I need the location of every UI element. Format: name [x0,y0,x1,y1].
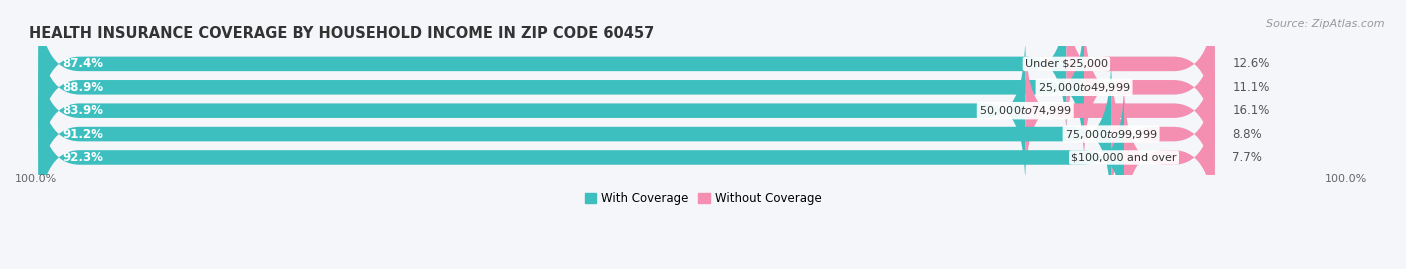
FancyBboxPatch shape [38,83,1215,232]
Text: 92.3%: 92.3% [62,151,103,164]
Text: 100.0%: 100.0% [1326,174,1368,184]
FancyBboxPatch shape [1111,59,1215,209]
FancyBboxPatch shape [38,0,1066,139]
FancyBboxPatch shape [1066,0,1215,139]
FancyBboxPatch shape [38,0,1215,139]
Text: 16.1%: 16.1% [1232,104,1270,117]
Text: 7.7%: 7.7% [1232,151,1263,164]
Text: HEALTH INSURANCE COVERAGE BY HOUSEHOLD INCOME IN ZIP CODE 60457: HEALTH INSURANCE COVERAGE BY HOUSEHOLD I… [28,26,654,41]
FancyBboxPatch shape [38,13,1084,162]
Text: $50,000 to $74,999: $50,000 to $74,999 [979,104,1071,117]
Text: Under $25,000: Under $25,000 [1025,59,1108,69]
Text: Source: ZipAtlas.com: Source: ZipAtlas.com [1267,19,1385,29]
Text: 83.9%: 83.9% [62,104,103,117]
FancyBboxPatch shape [1025,36,1215,185]
Legend: With Coverage, Without Coverage: With Coverage, Without Coverage [585,192,821,205]
Text: 87.4%: 87.4% [62,57,103,70]
Text: $100,000 and over: $100,000 and over [1071,153,1177,162]
FancyBboxPatch shape [38,59,1215,209]
FancyBboxPatch shape [1123,83,1215,232]
Text: 12.6%: 12.6% [1232,57,1270,70]
FancyBboxPatch shape [38,59,1111,209]
Text: 11.1%: 11.1% [1232,81,1270,94]
Text: $75,000 to $99,999: $75,000 to $99,999 [1064,128,1157,141]
FancyBboxPatch shape [38,13,1215,162]
FancyBboxPatch shape [38,36,1025,185]
FancyBboxPatch shape [38,83,1123,232]
Text: 8.8%: 8.8% [1232,128,1261,141]
Text: 100.0%: 100.0% [15,174,58,184]
FancyBboxPatch shape [1084,13,1215,162]
Text: 88.9%: 88.9% [62,81,103,94]
FancyBboxPatch shape [38,36,1215,185]
Text: 91.2%: 91.2% [62,128,103,141]
Text: $25,000 to $49,999: $25,000 to $49,999 [1038,81,1130,94]
